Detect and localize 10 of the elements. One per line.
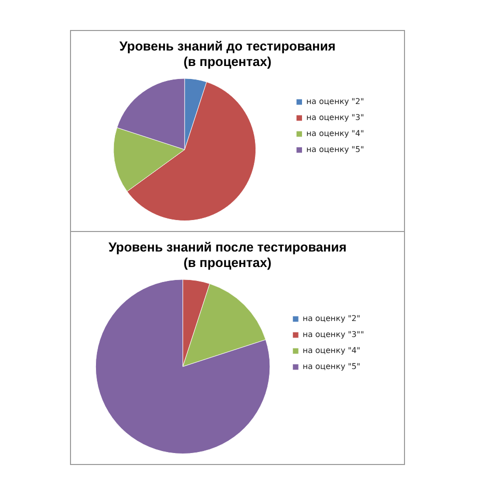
legend-label: на оценку "2": [302, 314, 360, 324]
chart-title: Уровень знаний до тестирования (в процентах): [119, 38, 336, 69]
legend-label: на оценку "4": [306, 129, 364, 138]
legend-label: на оценку "3"": [302, 330, 364, 340]
legend-label: на оценку "4": [302, 346, 360, 356]
legend-label: на оценку "2": [306, 97, 364, 106]
chart-title: Уровень знаний после тестирования (в процентах): [108, 239, 347, 270]
legend-label: на оценку "3": [306, 113, 364, 122]
legend-label: на оценку "5": [302, 362, 360, 372]
legend-label: на оценку "5": [306, 145, 364, 154]
